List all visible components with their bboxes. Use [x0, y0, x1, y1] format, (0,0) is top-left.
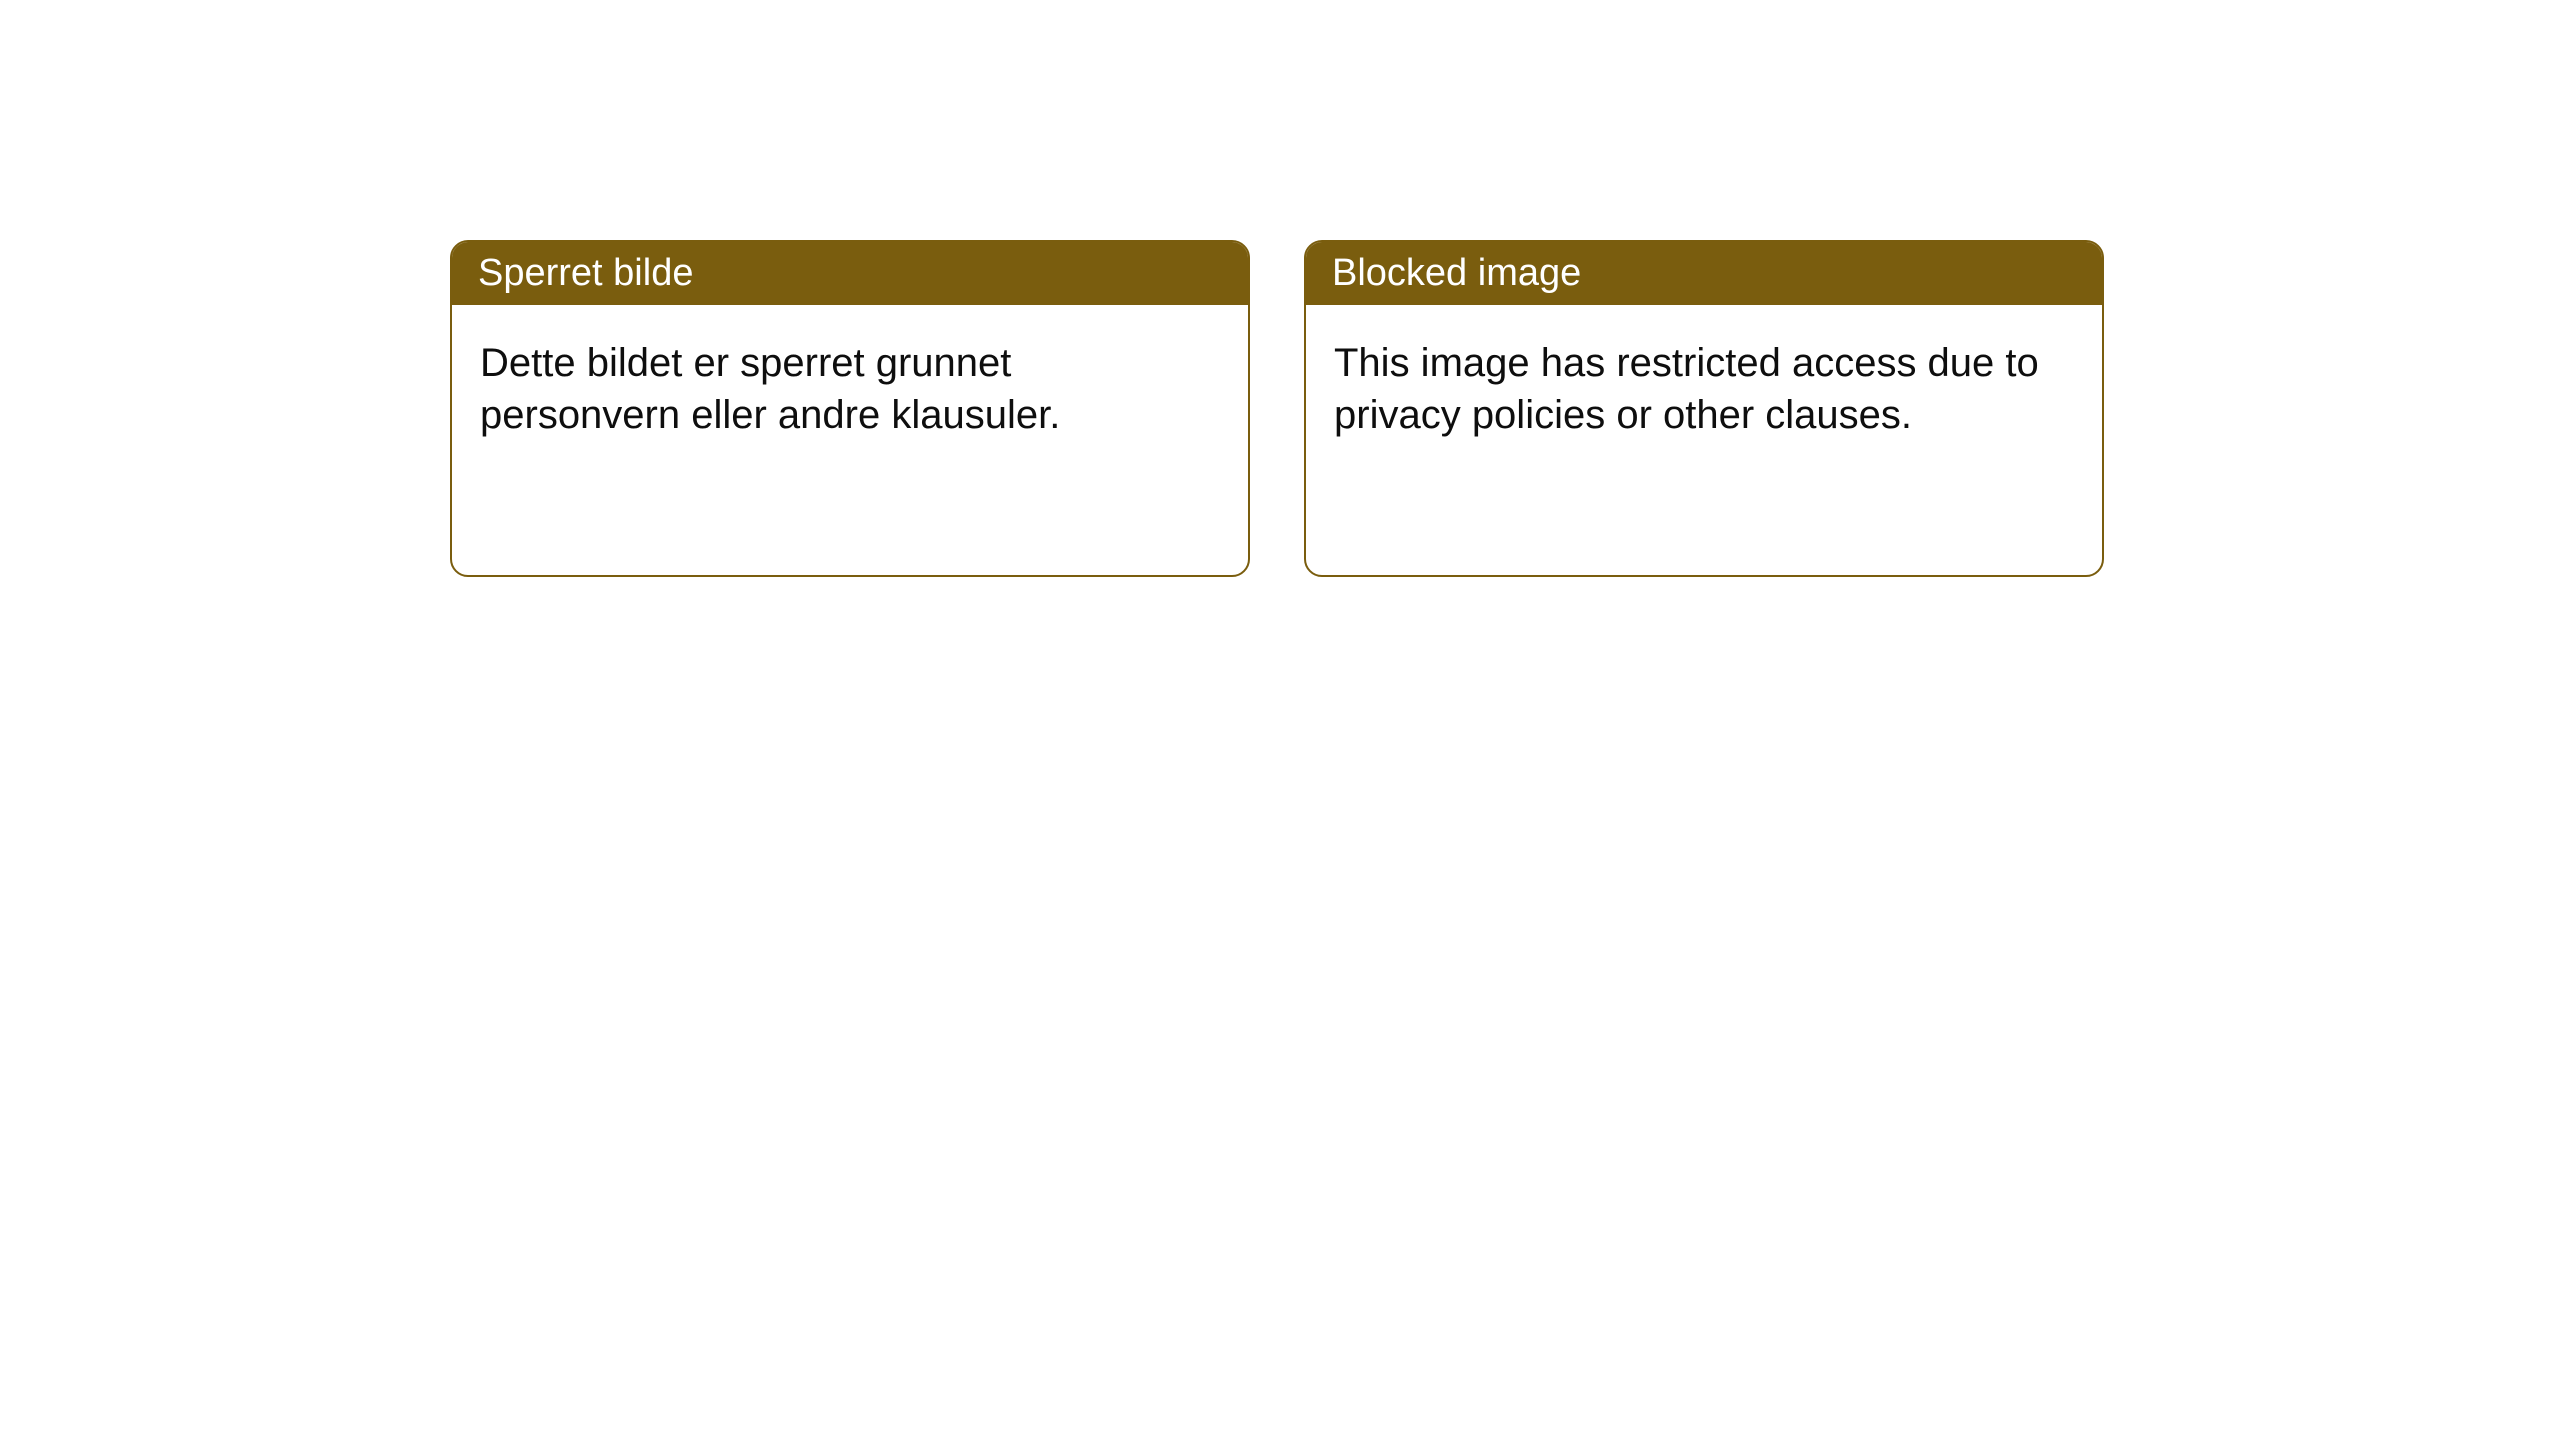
blocked-image-card-en: Blocked image This image has restricted …: [1304, 240, 2104, 577]
card-header-no: Sperret bilde: [452, 242, 1248, 305]
card-header-en: Blocked image: [1306, 242, 2102, 305]
blocked-image-card-no: Sperret bilde Dette bildet er sperret gr…: [450, 240, 1250, 577]
cards-container: Sperret bilde Dette bildet er sperret gr…: [0, 0, 2560, 577]
card-body-no: Dette bildet er sperret grunnet personve…: [452, 305, 1248, 575]
card-body-en: This image has restricted access due to …: [1306, 305, 2102, 575]
